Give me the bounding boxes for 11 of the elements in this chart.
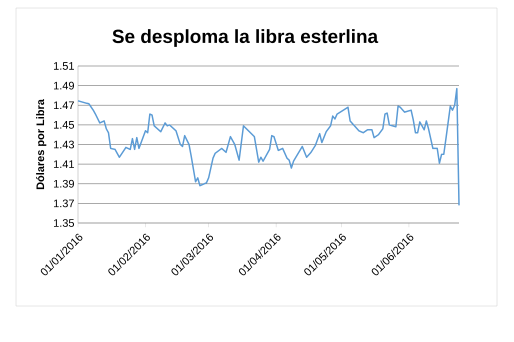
y-tick-label: 1.37 bbox=[54, 200, 74, 208]
y-tick-label: 1.43 bbox=[54, 140, 74, 148]
y-tick-label: 1.35 bbox=[54, 219, 74, 227]
y-tick-label: 1.51 bbox=[54, 62, 74, 70]
y-tick-label: 1.47 bbox=[54, 101, 74, 110]
y-tick-label: 1.41 bbox=[54, 160, 74, 168]
y-tick-label: 1.39 bbox=[54, 180, 74, 188]
chart-title: Se desploma la libra esterlina bbox=[112, 29, 378, 47]
y-axis-title: Dólares por Libra bbox=[36, 99, 46, 190]
y-tick-label: 1.49 bbox=[54, 82, 74, 90]
y-tick-label: 1.45 bbox=[54, 121, 74, 129]
